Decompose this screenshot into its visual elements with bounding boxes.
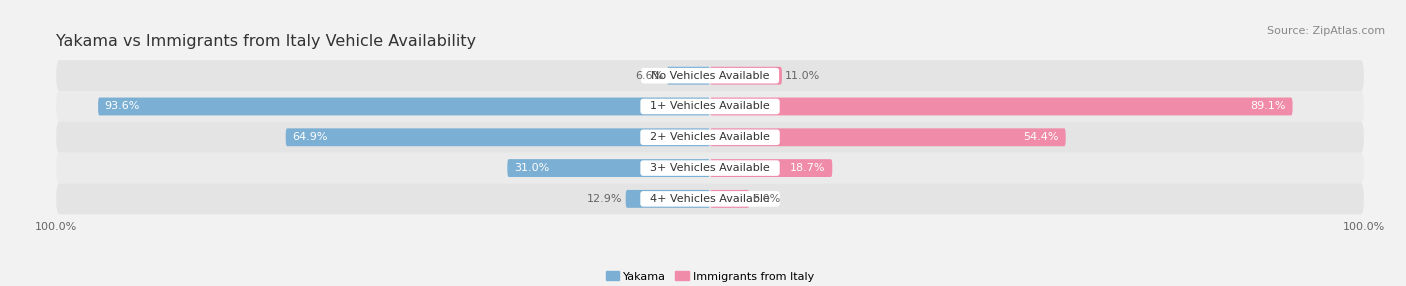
FancyBboxPatch shape: [626, 190, 710, 208]
FancyBboxPatch shape: [98, 98, 710, 116]
FancyBboxPatch shape: [710, 128, 1066, 146]
FancyBboxPatch shape: [710, 98, 1292, 116]
FancyBboxPatch shape: [508, 159, 710, 177]
Text: 54.4%: 54.4%: [1024, 132, 1059, 142]
Text: Yakama vs Immigrants from Italy Vehicle Availability: Yakama vs Immigrants from Italy Vehicle …: [56, 34, 477, 49]
FancyBboxPatch shape: [56, 91, 1364, 122]
Text: No Vehicles Available: No Vehicles Available: [644, 71, 776, 81]
FancyBboxPatch shape: [285, 128, 710, 146]
Text: 6.0%: 6.0%: [752, 194, 780, 204]
Text: 3+ Vehicles Available: 3+ Vehicles Available: [643, 163, 778, 173]
FancyBboxPatch shape: [710, 190, 749, 208]
FancyBboxPatch shape: [666, 67, 710, 85]
Text: 1+ Vehicles Available: 1+ Vehicles Available: [643, 102, 778, 112]
Text: 2+ Vehicles Available: 2+ Vehicles Available: [643, 132, 778, 142]
FancyBboxPatch shape: [710, 159, 832, 177]
Text: 18.7%: 18.7%: [790, 163, 825, 173]
Text: 6.6%: 6.6%: [636, 71, 664, 81]
Text: Source: ZipAtlas.com: Source: ZipAtlas.com: [1267, 26, 1385, 36]
FancyBboxPatch shape: [56, 60, 1364, 91]
Text: 89.1%: 89.1%: [1250, 102, 1286, 112]
Text: 11.0%: 11.0%: [785, 71, 821, 81]
Legend: Yakama, Immigrants from Italy: Yakama, Immigrants from Italy: [603, 269, 817, 284]
FancyBboxPatch shape: [710, 67, 782, 85]
Text: 31.0%: 31.0%: [515, 163, 550, 173]
FancyBboxPatch shape: [56, 122, 1364, 153]
Text: 4+ Vehicles Available: 4+ Vehicles Available: [643, 194, 778, 204]
Text: 64.9%: 64.9%: [292, 132, 328, 142]
Text: 12.9%: 12.9%: [586, 194, 623, 204]
FancyBboxPatch shape: [56, 184, 1364, 214]
Text: 93.6%: 93.6%: [104, 102, 141, 112]
FancyBboxPatch shape: [56, 153, 1364, 184]
